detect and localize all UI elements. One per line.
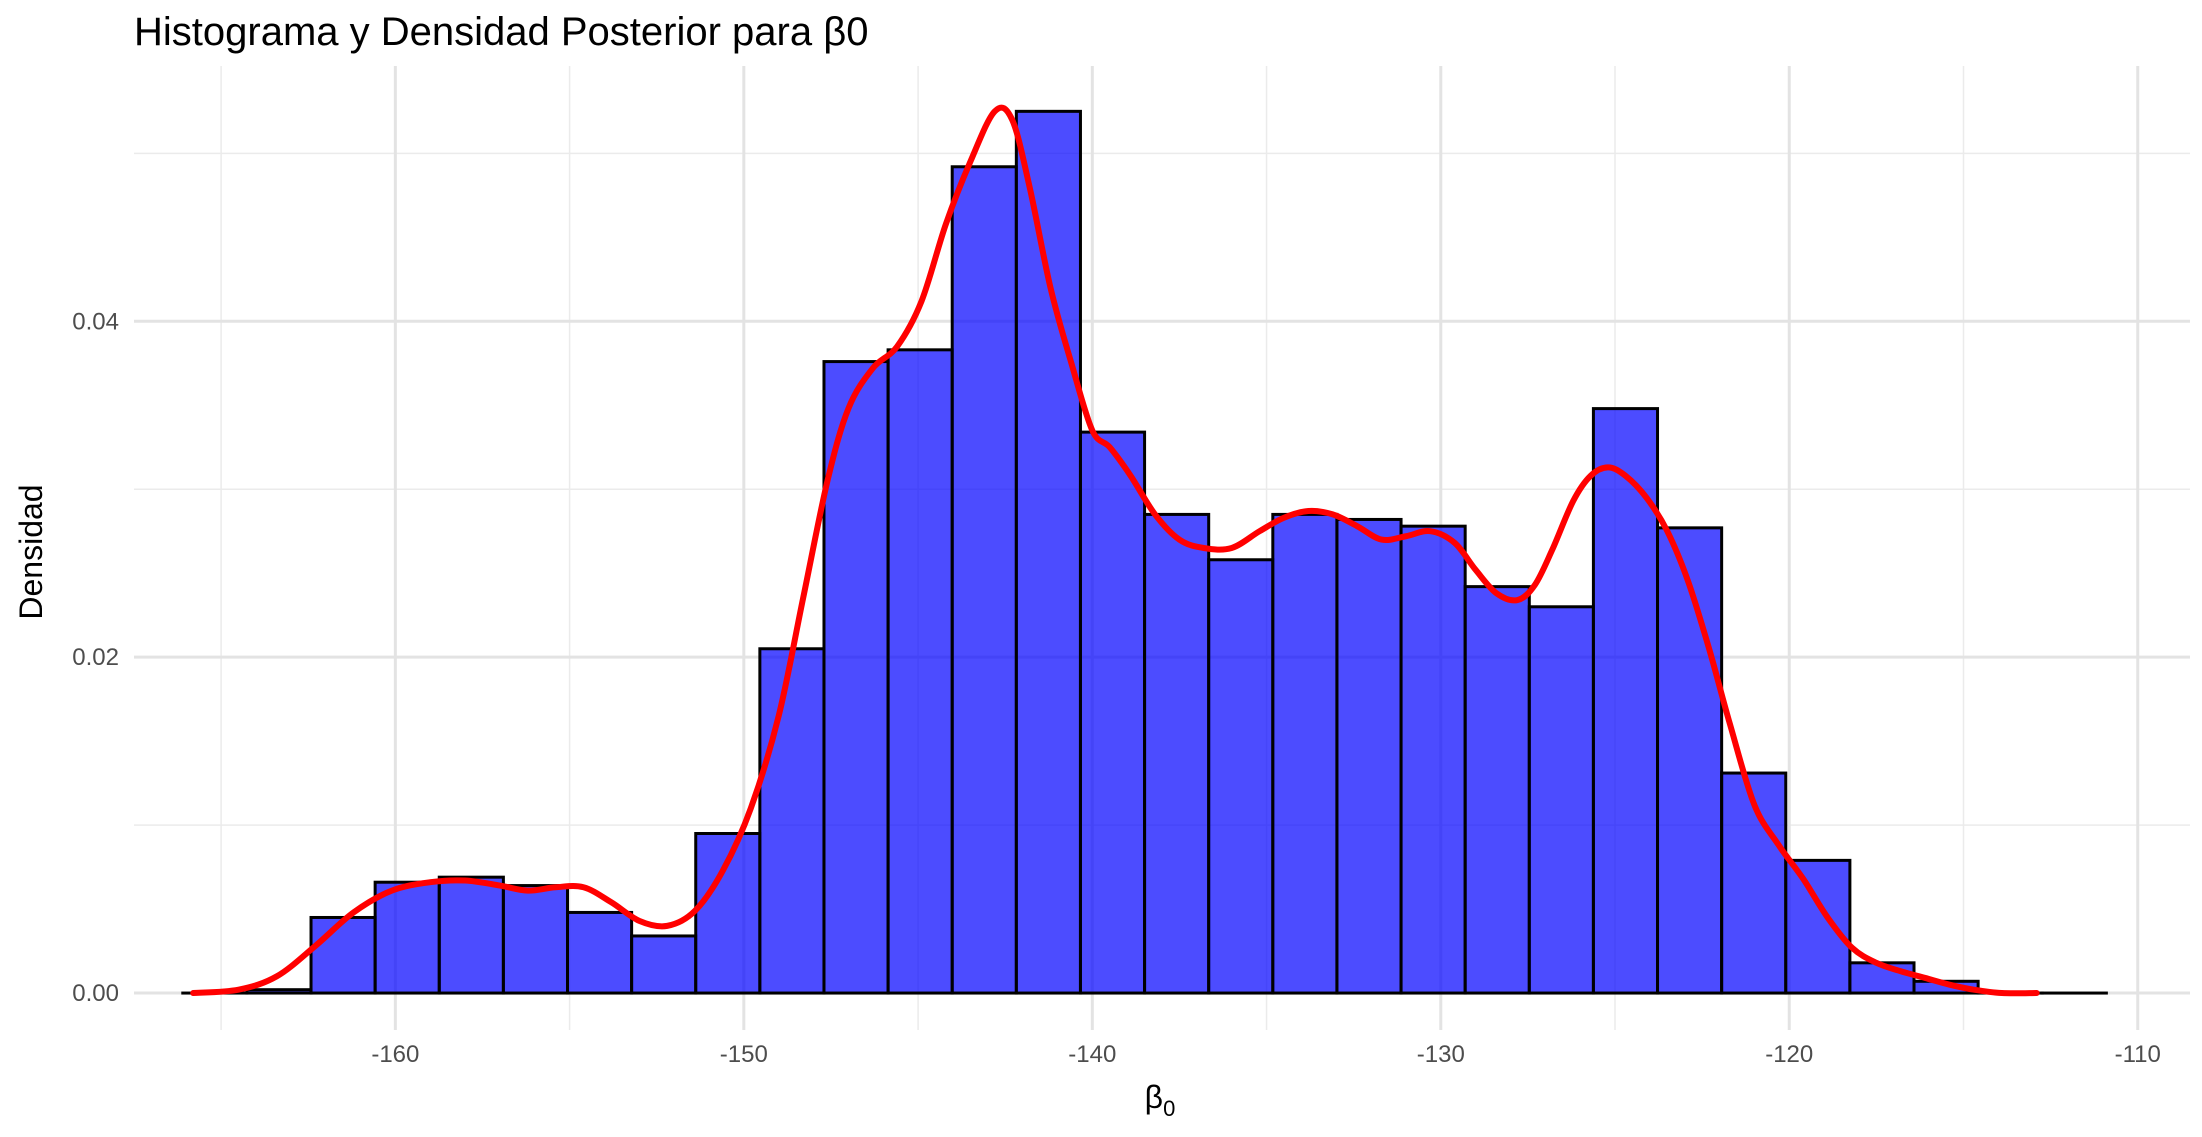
histogram-bar xyxy=(1463,585,1531,995)
histogram-bars xyxy=(181,109,2108,995)
histogram-bar xyxy=(1078,430,1147,995)
histogram-bar xyxy=(437,875,505,995)
x-axis-title: β0 xyxy=(1145,1079,1176,1121)
histogram-bar xyxy=(950,165,1018,995)
histogram-bar xyxy=(309,915,377,995)
y-tick-label: 0.04 xyxy=(72,308,119,335)
y-tick-label: 0.00 xyxy=(72,980,119,1007)
histogram-bar xyxy=(1271,512,1339,995)
histogram-bar xyxy=(245,988,313,995)
histogram-bar xyxy=(373,880,441,995)
histogram-bar xyxy=(566,910,634,995)
x-tick-label: -160 xyxy=(371,1041,419,1068)
y-tick-label: 0.02 xyxy=(72,644,119,671)
histogram-bar xyxy=(1014,109,1082,995)
histogram-bar xyxy=(501,884,570,995)
histogram-bar xyxy=(1784,858,1852,995)
histogram-bar xyxy=(630,934,698,995)
x-tick-label: -120 xyxy=(1765,1041,1813,1068)
histogram-bar xyxy=(1656,526,1724,995)
histogram-bar xyxy=(1399,524,1467,995)
x-axis-tick-labels: -160 -150 -140 -130 -120 -110 xyxy=(371,1041,2161,1068)
x-tick-label: -140 xyxy=(1068,1041,1116,1068)
density-curve-layer xyxy=(190,104,2040,997)
histogram-bar xyxy=(1143,512,1211,995)
x-tick-label: -150 xyxy=(720,1041,768,1068)
histogram-bar xyxy=(1527,605,1595,995)
histogram-bar xyxy=(1335,517,1403,995)
density-curve xyxy=(190,104,2040,997)
histogram-bar xyxy=(758,647,826,995)
y-axis-title: Densidad xyxy=(13,484,49,619)
y-axis-tick-labels: 0.00 0.02 0.04 xyxy=(72,308,119,1007)
x-tick-label: -110 xyxy=(2115,1041,2161,1068)
histogram-bar xyxy=(886,348,954,995)
chart-title: Histograma y Densidad Posterior para β0 xyxy=(134,10,869,54)
histogram-bar xyxy=(1207,558,1275,995)
x-tick-label: -130 xyxy=(1417,1041,1465,1068)
